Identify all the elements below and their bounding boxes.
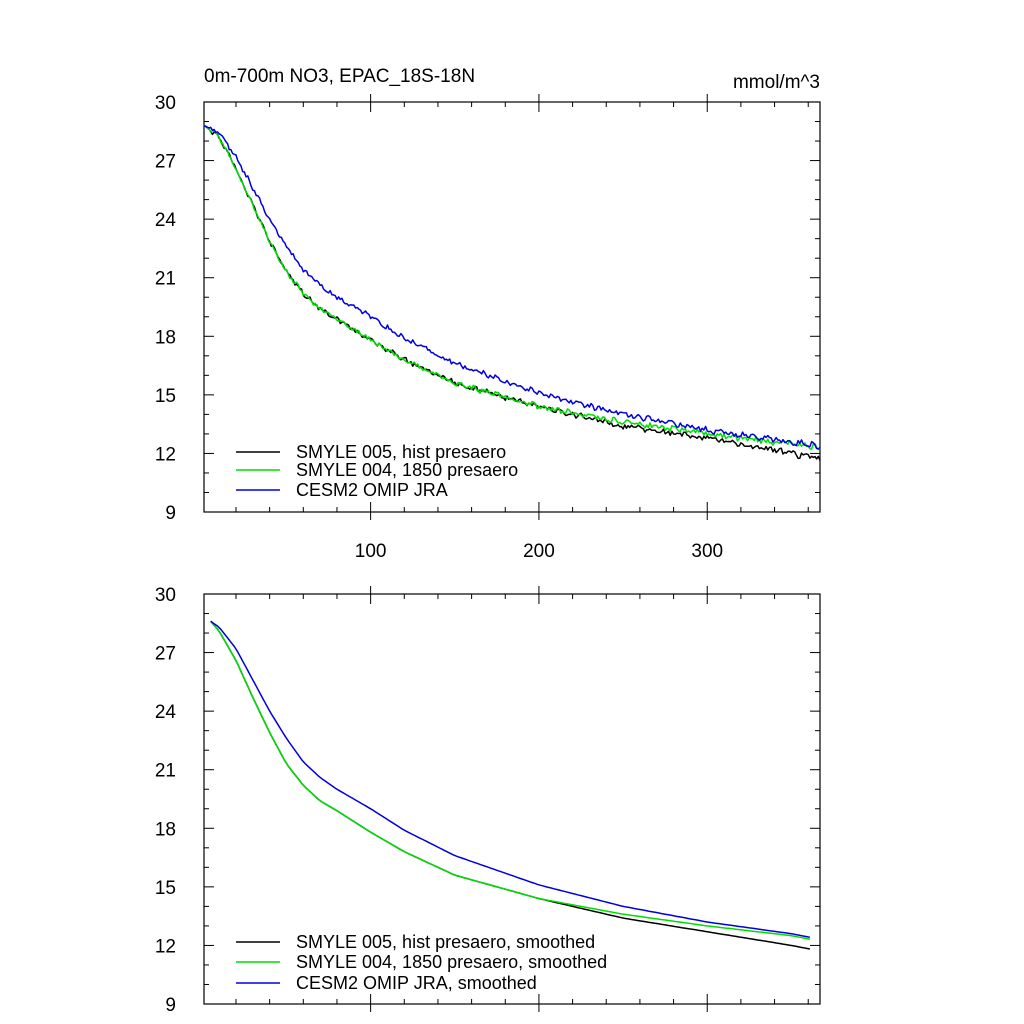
y-tick-label: 24 <box>155 702 177 723</box>
y-tick-label: 18 <box>155 819 176 840</box>
y-tick-label: 27 <box>155 152 176 173</box>
legend-label: SMYLE 004, 1850 presaero <box>296 460 518 480</box>
y-tick-label: 30 <box>155 93 176 114</box>
series-line-3 <box>203 124 821 450</box>
y-tick-label: 27 <box>155 644 176 665</box>
chart-units: mmol/m^3 <box>733 72 820 93</box>
y-tick-label: 18 <box>155 327 176 348</box>
y-tick-label: 9 <box>165 995 176 1016</box>
y-tick-label: 21 <box>155 761 176 782</box>
x-tick-label: 200 <box>523 541 555 562</box>
legend-label: CESM2 OMIP JRA <box>296 480 448 500</box>
legend-label: CESM2 OMIP JRA, smoothed <box>296 973 537 993</box>
legend-label: SMYLE 005, hist presaero, smoothed <box>296 932 595 952</box>
legend-label: SMYLE 005, hist presaero <box>296 442 506 462</box>
plot-frame <box>203 101 821 513</box>
series-line-1 <box>203 124 821 461</box>
x-tick-label: 100 <box>355 541 387 562</box>
y-tick-label: 15 <box>155 386 176 407</box>
chart-panel-2: 9 12 15 18 21 24 27 30 SMYLE 005, hist presaero,… <box>155 585 821 1016</box>
legend-label: SMYLE 004, 1850 presaero, smoothed <box>296 952 607 972</box>
chart-panel-1: 9 12 15 18 21 24 27 30 100 200 300 SMYLE 005, hist … <box>155 93 821 562</box>
chart-title: 0m-700m NO3, EPAC_18S-18N <box>204 66 475 87</box>
y-tick-label: 12 <box>155 936 176 957</box>
y-tick-label: 15 <box>155 878 176 899</box>
series-line-3 <box>210 620 811 939</box>
y-tick-label: 12 <box>155 444 176 465</box>
series-line-2 <box>203 124 821 451</box>
y-tick-label: 9 <box>165 503 176 524</box>
series-line-1 <box>210 620 811 950</box>
y-tick-label: 24 <box>155 210 177 231</box>
y-tick-label: 30 <box>155 585 176 606</box>
series-line-2 <box>210 620 811 940</box>
y-tick-label: 21 <box>155 269 176 290</box>
plot-frame <box>203 593 821 1005</box>
x-tick-label: 300 <box>691 541 723 562</box>
